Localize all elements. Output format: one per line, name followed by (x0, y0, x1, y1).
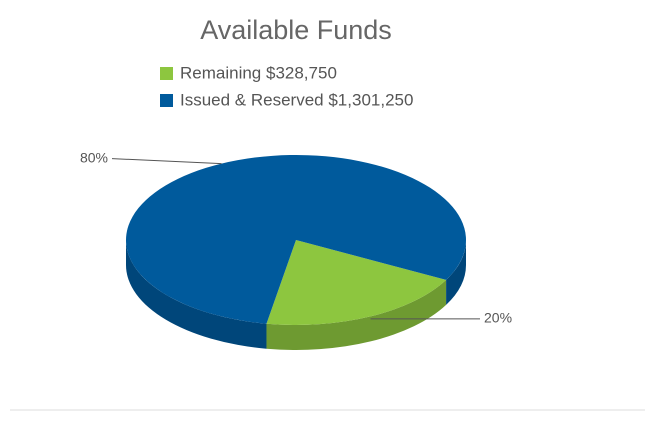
legend-label: Remaining $328,750 (180, 63, 337, 82)
legend-swatch (160, 67, 173, 80)
data-label: 80% (80, 149, 108, 165)
slice-side (126, 240, 267, 349)
slice-side (446, 240, 466, 305)
chart-title: Available Funds (200, 15, 392, 45)
slice (266, 240, 447, 325)
leader-line (111, 158, 222, 165)
slice-side (266, 279, 447, 350)
legend-label: Issued & Reserved $1,301,250 (180, 90, 413, 109)
data-label: 20% (484, 310, 512, 326)
legend-swatch (160, 94, 173, 107)
slice (126, 155, 467, 324)
